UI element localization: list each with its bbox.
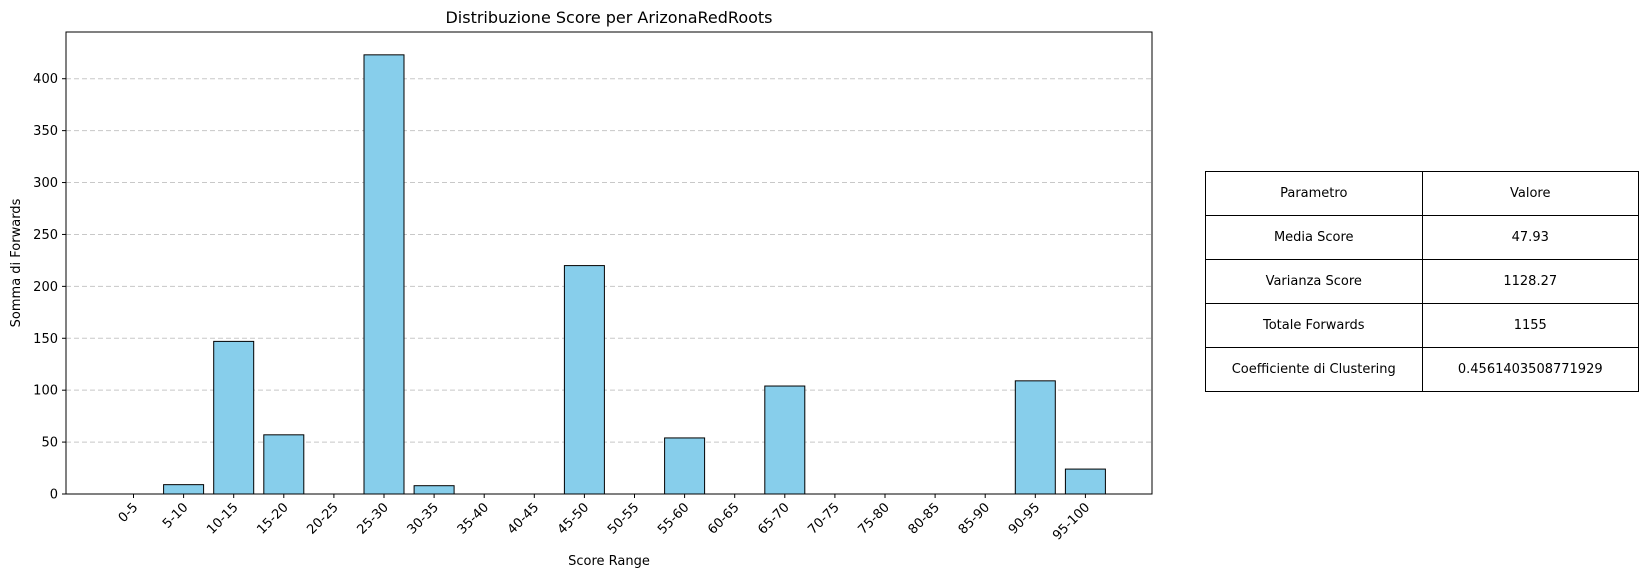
y-tick-label: 350 (33, 124, 58, 139)
x-tick-label: 40-45 (505, 500, 542, 537)
x-tick-label: 65-70 (755, 500, 792, 537)
x-tick-label: 70-75 (805, 500, 842, 537)
stats-cell-value: 0.4561403508771929 (1421, 347, 1639, 392)
x-tick-label: 95-100 (1050, 500, 1093, 543)
stats-table: Parametro Valore Media Score 47.93 Varia… (1205, 171, 1639, 392)
stats-cell-param: Totale Forwards (1205, 303, 1423, 348)
x-axis-ticks: 0-5 5-10 10-15 15-20 20-25 25-30 30-35 35-40 40-… (116, 494, 1093, 543)
x-tick-label: 30-35 (405, 500, 442, 537)
stats-cell-value: 47.93 (1421, 215, 1639, 260)
stats-header-parametro: Parametro (1205, 171, 1423, 216)
bar-90-95 (1014, 380, 1056, 495)
x-axis-label: Score Range (568, 554, 650, 569)
y-tick-label: 200 (33, 280, 58, 295)
x-tick-label: 85-90 (956, 500, 993, 537)
bar-45-50 (563, 265, 605, 495)
stats-row-media-score: Media Score 47.93 (1205, 215, 1639, 260)
x-tick-label: 90-95 (1006, 500, 1043, 537)
x-tick-label: 60-65 (705, 500, 742, 537)
stats-row-totale-forwards: Totale Forwards 1155 (1205, 303, 1639, 348)
bar-chart: 0 50 100 150 200 250 300 350 400 0-5 5-10 10-15 15-… (9, 8, 1153, 569)
stats-table-header-row: Parametro Valore (1205, 171, 1639, 216)
x-tick-label: 55-60 (655, 500, 692, 537)
stats-row-varianza-score: Varianza Score 1128.27 (1205, 259, 1639, 304)
bars (163, 54, 1106, 495)
y-tick-label: 0 (50, 488, 58, 503)
bar-10-15 (213, 340, 255, 495)
bar-5-10 (163, 484, 205, 495)
x-tick-label: 20-25 (304, 500, 341, 537)
stats-cell-param: Coefficiente di Clustering (1205, 347, 1423, 392)
y-tick-label: 300 (33, 176, 58, 191)
x-tick-label: 15-20 (254, 500, 291, 537)
x-tick-label: 0-5 (116, 500, 142, 526)
stats-cell-value: 1155 (1421, 303, 1639, 348)
y-tick-label: 250 (33, 228, 58, 243)
stats-header-valore: Valore (1421, 171, 1639, 216)
y-tick-label: 100 (33, 384, 58, 399)
stats-row-coefficiente-clustering: Coefficiente di Clustering 0.45614035087… (1205, 347, 1639, 392)
bar-30-35 (413, 485, 455, 495)
stats-cell-param: Varianza Score (1205, 259, 1423, 304)
plot-frame (65, 31, 1153, 495)
x-tick-label: 80-85 (906, 500, 943, 537)
bar-15-20 (263, 434, 305, 495)
x-tick-label: 5-10 (160, 500, 191, 531)
stats-cell-value: 1128.27 (1421, 259, 1639, 304)
x-tick-label: 10-15 (204, 500, 241, 537)
x-tick-label: 25-30 (355, 500, 392, 537)
x-tick-label: 45-50 (555, 500, 592, 537)
y-axis-ticks: 0 50 100 150 200 250 300 350 400 (33, 72, 66, 503)
x-tick-label: 75-80 (856, 500, 893, 537)
bar-25-30 (363, 54, 405, 495)
y-tick-label: 150 (33, 332, 58, 347)
bar-65-70 (764, 385, 806, 495)
x-tick-label: 50-55 (605, 500, 642, 537)
bar-55-60 (664, 437, 706, 495)
y-tick-label: 400 (33, 72, 58, 87)
y-axis-label: Somma di Forwards (9, 198, 24, 327)
stats-cell-param: Media Score (1205, 215, 1423, 260)
x-tick-label: 35-40 (455, 500, 492, 537)
chart-title: Distribuzione Score per ArizonaRedRoots (445, 8, 772, 27)
bar-95-100 (1064, 468, 1106, 495)
y-tick-label: 50 (41, 436, 58, 451)
